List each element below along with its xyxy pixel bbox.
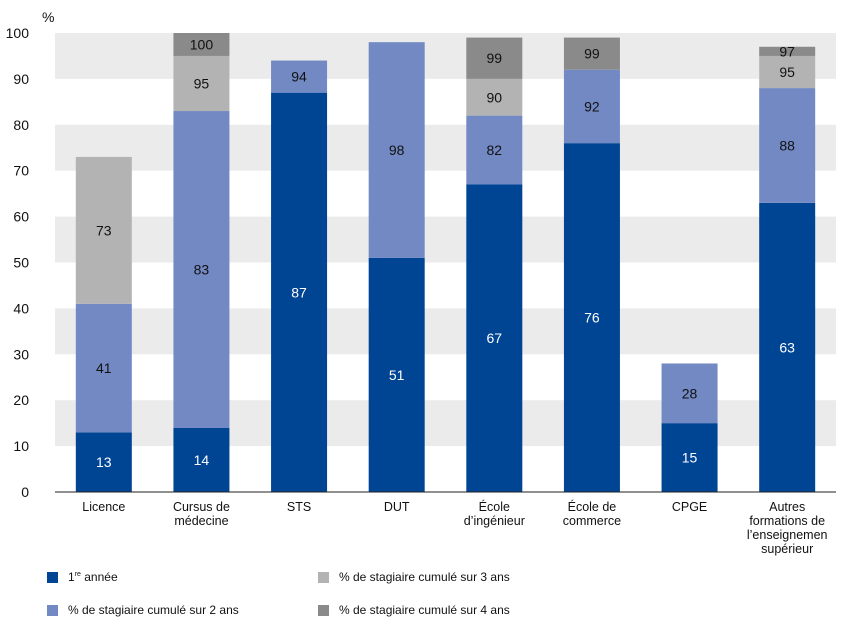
legend-swatch-1re-annee <box>47 571 58 583</box>
data-label: 14 <box>194 452 210 468</box>
x-tick-label: formations de <box>749 514 825 528</box>
bar-segment <box>563 37 620 70</box>
bar-segment <box>466 78 523 116</box>
x-tick-label: Autres <box>769 500 805 514</box>
data-label: 92 <box>584 98 600 114</box>
data-label: 87 <box>291 284 307 300</box>
data-label: 73 <box>96 222 112 238</box>
data-label: 98 <box>389 142 405 158</box>
data-label: 88 <box>779 137 795 153</box>
bar-segment <box>271 92 328 493</box>
data-label: 82 <box>487 142 503 158</box>
y-tick-label: 10 <box>13 438 29 454</box>
y-tick-label: 90 <box>13 71 29 87</box>
x-tick-label: École <box>479 499 510 514</box>
data-label: 100 <box>190 36 214 52</box>
legend-label-4-ans: % de stagiaire cumulé sur 4 ans <box>339 603 510 617</box>
x-tick-label: DUT <box>384 500 410 514</box>
legend-item-4-ans: % de stagiaire cumulé sur 4 ans <box>318 603 510 617</box>
bar-segment <box>661 363 718 424</box>
grid-band <box>55 33 836 79</box>
y-tick-label: 80 <box>13 117 29 133</box>
bar-segment <box>173 427 230 492</box>
bar-segment <box>466 37 523 79</box>
x-tick-label: commerce <box>563 514 621 528</box>
bar-segment <box>759 202 816 492</box>
x-tick-label: médecine <box>174 514 228 528</box>
legend-item-1re-annee: 1re année <box>47 570 118 584</box>
bar-segment <box>563 69 620 144</box>
legend-item-2-ans: % de stagiaire cumulé sur 2 ans <box>47 603 239 617</box>
x-tick-label: STS <box>287 500 311 514</box>
data-label: 83 <box>194 261 210 277</box>
data-label: 41 <box>96 360 112 376</box>
grid-band <box>55 400 836 447</box>
bar-segment <box>173 111 230 428</box>
bar-segment <box>173 33 230 56</box>
data-label: 99 <box>487 50 503 66</box>
bar-segment <box>759 88 816 203</box>
grid-band <box>55 124 836 171</box>
y-tick-label: 30 <box>13 346 29 362</box>
bar-segment <box>368 42 425 258</box>
bar-segment <box>271 60 328 93</box>
legend-label-1re-annee: 1re année <box>68 570 118 584</box>
legend-label-3-ans: % de stagiaire cumulé sur 3 ans <box>339 570 510 584</box>
data-label: 90 <box>487 89 503 105</box>
x-tick-label: supérieur <box>761 542 813 556</box>
data-label: 94 <box>291 69 307 85</box>
data-label: 67 <box>487 330 503 346</box>
data-label: 51 <box>389 367 405 383</box>
y-tick-label: 70 <box>13 163 29 179</box>
bar-segment <box>759 46 816 56</box>
bar-segment <box>173 55 230 112</box>
y-tick-label: 20 <box>13 392 29 408</box>
x-tick-label: École de <box>568 499 617 514</box>
x-tick-label: l’enseignemen <box>747 528 828 542</box>
y-tick-label: 40 <box>13 300 29 316</box>
bar-segment <box>466 184 523 492</box>
bar-segment <box>759 55 816 89</box>
grid-band <box>55 216 836 263</box>
legend-item-3-ans: % de stagiaire cumulé sur 3 ans <box>318 570 510 584</box>
stacked-bar-chart: 0 10 20 30 40 50 60 70 80 90 100% 13 41 73 Licence 14 83… <box>6 9 836 556</box>
data-label: 28 <box>682 385 698 401</box>
data-label: 97 <box>779 43 795 59</box>
legend-swatch-3-ans <box>318 571 329 583</box>
data-label: 15 <box>682 450 698 466</box>
y-tick-label: 50 <box>13 255 29 271</box>
data-label: 63 <box>779 339 795 355</box>
x-tick-label: d’ingénieur <box>464 514 525 528</box>
legend-swatch-2-ans <box>47 604 58 616</box>
bar-segment <box>661 423 718 492</box>
bar-segment <box>75 303 132 433</box>
y-tick-label: 100 <box>6 25 30 41</box>
legend-swatch-4-ans <box>318 604 329 616</box>
bar-segment <box>75 156 132 304</box>
data-label: 99 <box>584 46 600 62</box>
data-label: 76 <box>584 310 600 326</box>
data-label: 95 <box>779 64 795 80</box>
x-tick-label: CPGE <box>672 500 707 514</box>
y-tick-label: 0 <box>21 484 29 500</box>
y-tick-label: 60 <box>13 209 29 225</box>
bar-segment <box>466 115 523 185</box>
grid-band <box>55 308 836 355</box>
x-tick-label: Licence <box>82 500 125 514</box>
bar-segment <box>75 432 132 492</box>
x-tick-label: Cursus de <box>173 500 230 514</box>
data-label: 13 <box>96 454 112 470</box>
data-label: 95 <box>194 75 210 91</box>
bar-segment <box>563 143 620 492</box>
y-axis-label: % <box>42 9 54 25</box>
legend-label-2-ans: % de stagiaire cumulé sur 2 ans <box>68 603 239 617</box>
bar-segment <box>368 257 425 492</box>
